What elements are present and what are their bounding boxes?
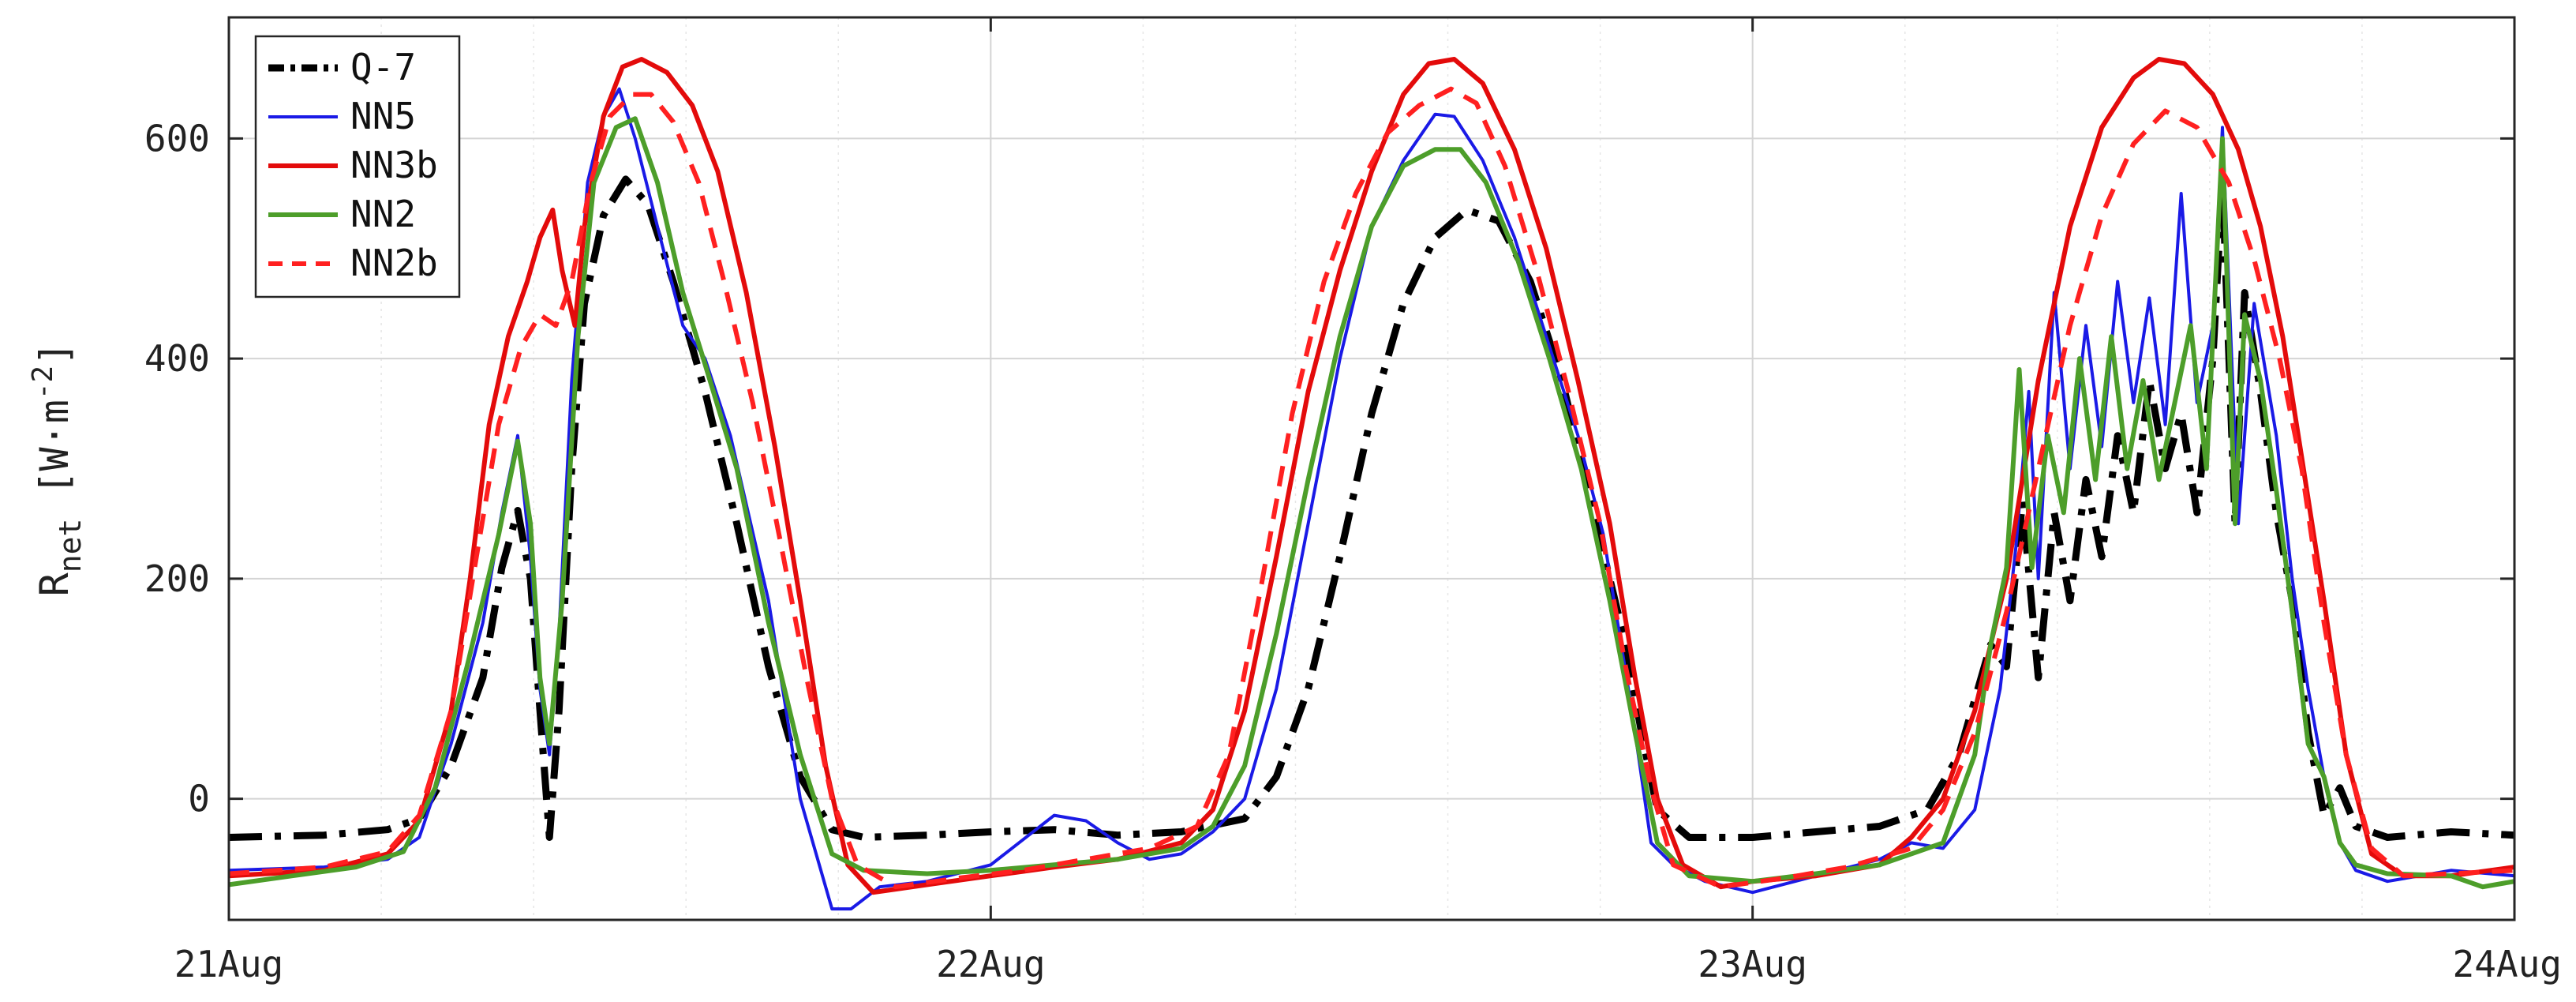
legend-label: NN2	[350, 193, 416, 235]
x-tick-label: 23Aug	[1698, 943, 1807, 985]
y-axis-label-unit-sup: -2	[27, 366, 59, 400]
y-tick-label: 600	[144, 117, 210, 159]
x-tick-label: 22Aug	[936, 943, 1045, 985]
legend-label: Q-7	[350, 46, 416, 88]
y-axis-label-unit: [W·m	[32, 400, 77, 494]
y-tick-label: 400	[144, 337, 210, 380]
y-axis-label-base: R	[32, 572, 77, 596]
y-axis: 0 200 400 600	[144, 117, 2514, 820]
series-layer	[229, 57, 2514, 911]
legend: Q-7 NN5 NN3b NN2 NN2b	[254, 35, 461, 298]
x-tick-label: 21Aug	[174, 943, 283, 985]
plot-frame	[227, 16, 2516, 921]
plot-area	[229, 57, 2514, 911]
series-line-nn3b	[229, 57, 2514, 895]
y-axis-label: Rnet [W·m-2]	[27, 342, 88, 597]
series-line-nn2	[229, 116, 2514, 890]
legend-label: NN3b	[350, 144, 438, 186]
legend-label: NN2b	[350, 242, 438, 284]
y-axis-label-unit-close: ]	[32, 342, 77, 366]
series-line-nn2b	[229, 86, 2514, 890]
legend-label: NN5	[350, 95, 416, 137]
x-tick-label: 24Aug	[2453, 943, 2562, 985]
y-axis-label-sub: net	[53, 519, 88, 573]
y-tick-label: 200	[144, 557, 210, 600]
y-tick-label: 0	[188, 778, 210, 820]
x-axis: 21Aug 22Aug 23Aug 24Aug	[174, 17, 2562, 985]
